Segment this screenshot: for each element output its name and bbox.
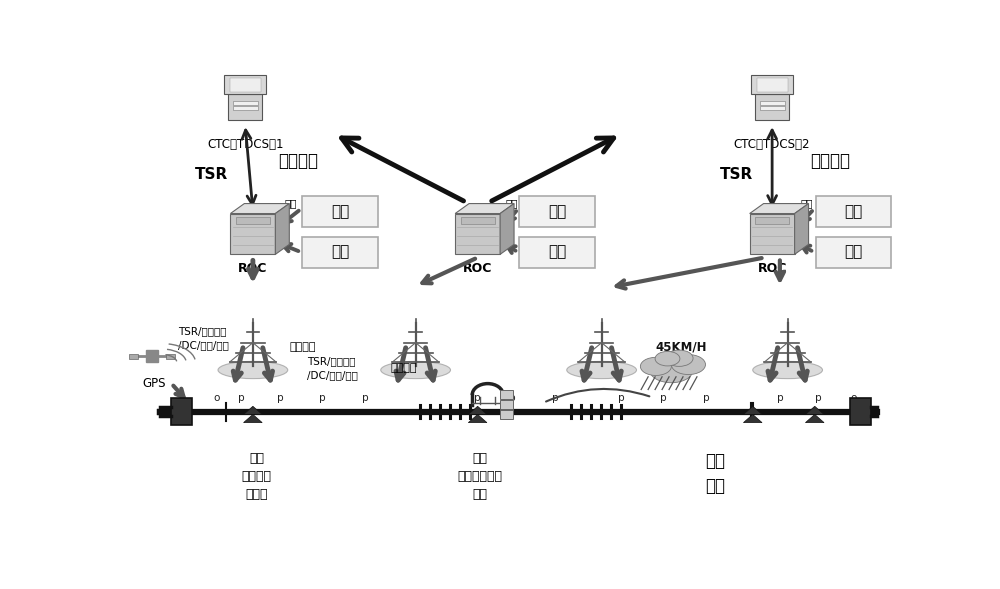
Ellipse shape: [218, 362, 288, 379]
Polygon shape: [750, 204, 809, 214]
Bar: [171, 398, 192, 425]
Polygon shape: [455, 214, 500, 254]
Polygon shape: [455, 204, 514, 214]
Polygon shape: [468, 415, 487, 423]
Polygon shape: [230, 204, 289, 214]
Bar: [166, 353, 175, 359]
FancyBboxPatch shape: [224, 75, 266, 94]
Polygon shape: [750, 214, 795, 254]
FancyBboxPatch shape: [816, 196, 891, 227]
Text: p: p: [777, 393, 783, 403]
FancyBboxPatch shape: [233, 101, 258, 105]
Ellipse shape: [381, 362, 450, 379]
Polygon shape: [743, 406, 762, 415]
Text: 联锁: 联锁: [331, 204, 350, 219]
FancyBboxPatch shape: [519, 237, 595, 267]
Polygon shape: [500, 204, 514, 254]
Polygon shape: [244, 415, 262, 423]
Text: 联锁: 联锁: [548, 204, 567, 219]
FancyBboxPatch shape: [302, 196, 378, 227]
Polygon shape: [805, 415, 824, 423]
Circle shape: [655, 352, 680, 366]
Text: 道岔: 道岔: [800, 198, 813, 208]
FancyBboxPatch shape: [233, 105, 258, 110]
Circle shape: [640, 358, 671, 375]
Text: CTC（TDCS）1: CTC（TDCS）1: [207, 138, 283, 151]
Text: o: o: [850, 393, 857, 403]
FancyBboxPatch shape: [757, 78, 788, 92]
Text: ROC: ROC: [463, 262, 492, 275]
Ellipse shape: [753, 362, 822, 379]
Text: p: p: [474, 393, 481, 403]
FancyBboxPatch shape: [755, 94, 789, 120]
FancyBboxPatch shape: [816, 237, 891, 267]
Text: p: p: [238, 393, 245, 403]
FancyBboxPatch shape: [755, 217, 789, 224]
FancyBboxPatch shape: [500, 401, 512, 409]
Circle shape: [671, 355, 705, 375]
Text: p: p: [319, 393, 326, 403]
Text: 运营计划: 运营计划: [278, 153, 318, 170]
Text: p: p: [509, 393, 516, 403]
Text: 出站
应答器线
别信息: 出站 应答器线 别信息: [242, 452, 272, 501]
Text: 差分: 差分: [331, 244, 350, 260]
Bar: [129, 353, 138, 359]
Text: GPS: GPS: [143, 377, 166, 390]
Polygon shape: [743, 415, 762, 423]
FancyBboxPatch shape: [760, 105, 785, 110]
Text: TSR: TSR: [720, 167, 753, 183]
Circle shape: [665, 350, 693, 366]
FancyBboxPatch shape: [230, 78, 261, 92]
Text: p: p: [362, 393, 369, 403]
Polygon shape: [805, 406, 824, 415]
Text: p: p: [703, 393, 710, 403]
Text: p: p: [618, 393, 624, 403]
Text: 道岔: 道岔: [505, 198, 518, 208]
Text: 差分: 差分: [548, 244, 567, 260]
Text: p: p: [552, 393, 558, 403]
Bar: [850, 398, 871, 425]
Text: p: p: [815, 393, 822, 403]
FancyBboxPatch shape: [500, 391, 512, 399]
Text: TSR/运营计划
/DC/道岔/地图: TSR/运营计划 /DC/道岔/地图: [307, 356, 358, 380]
Polygon shape: [275, 204, 289, 254]
Text: p: p: [660, 393, 667, 403]
Text: p: p: [277, 393, 283, 403]
FancyBboxPatch shape: [228, 94, 262, 120]
Text: 运营计划: 运营计划: [810, 153, 850, 170]
Polygon shape: [244, 406, 262, 415]
Circle shape: [650, 358, 693, 383]
Text: ROC: ROC: [757, 262, 787, 275]
Text: o: o: [213, 393, 220, 403]
Text: TSR: TSR: [195, 167, 228, 183]
Text: 45KM/H: 45KM/H: [656, 341, 707, 354]
FancyBboxPatch shape: [751, 75, 793, 94]
Text: 差分: 差分: [844, 244, 863, 260]
FancyBboxPatch shape: [236, 217, 270, 224]
Text: TSR/运营计划
/DC/道岔/地图: TSR/运营计划 /DC/道岔/地图: [178, 326, 229, 350]
Text: 列车位置: 列车位置: [290, 342, 316, 352]
FancyBboxPatch shape: [500, 411, 512, 419]
Text: 隙道
应答器：位置
信息: 隙道 应答器：位置 信息: [457, 452, 502, 501]
Polygon shape: [795, 204, 809, 254]
Text: 联锁: 联锁: [844, 204, 863, 219]
FancyBboxPatch shape: [461, 217, 495, 224]
Polygon shape: [230, 214, 275, 254]
FancyBboxPatch shape: [302, 237, 378, 267]
Text: CTC（TDCS）2: CTC（TDCS）2: [734, 138, 810, 151]
Text: 临时
限速: 临时 限速: [706, 452, 726, 495]
Ellipse shape: [567, 362, 637, 379]
Polygon shape: [468, 406, 487, 415]
Text: 列车位置: 列车位置: [391, 363, 417, 373]
FancyBboxPatch shape: [760, 101, 785, 105]
Text: ROC: ROC: [238, 262, 268, 275]
FancyBboxPatch shape: [519, 196, 595, 227]
Text: 道岔: 道岔: [284, 198, 297, 208]
